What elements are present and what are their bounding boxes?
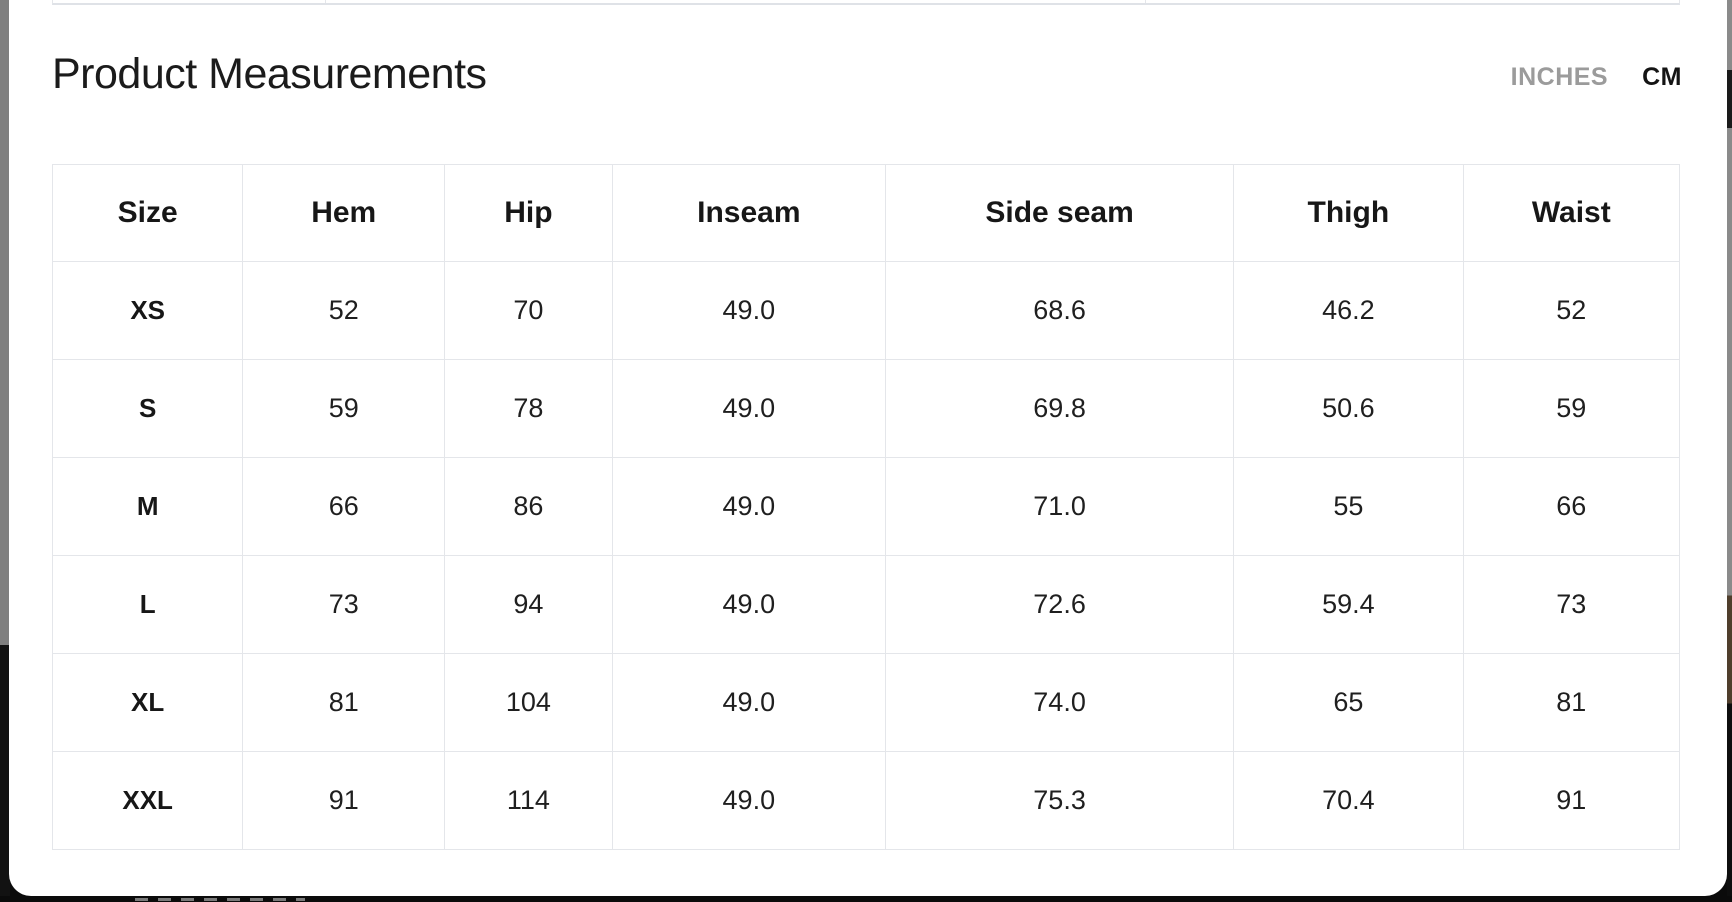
measurement-cell: 86 bbox=[444, 457, 613, 556]
measurement-cell: 59 bbox=[1462, 359, 1681, 458]
column-header-waist: Waist bbox=[1462, 164, 1681, 262]
table-row: XXL 91 114 49.0 75.3 70.4 91 bbox=[51, 751, 1681, 850]
page-title: Product Measurements bbox=[52, 50, 487, 98]
measurement-cell: 68.6 bbox=[884, 261, 1235, 360]
remnant-column-divider bbox=[325, 0, 326, 3]
unit-toggle: INCHES CM bbox=[1511, 63, 1682, 92]
measurement-cell: 52 bbox=[242, 261, 446, 360]
measurement-cell: 70 bbox=[444, 261, 613, 360]
measurement-cell: 65 bbox=[1233, 653, 1464, 752]
measurement-cell: 69.8 bbox=[884, 359, 1235, 458]
column-header-hem: Hem bbox=[242, 164, 446, 262]
measurement-cell: 73 bbox=[242, 555, 446, 654]
measurement-cell: 49.0 bbox=[611, 751, 886, 850]
underlying-page-right-edge bbox=[1727, 0, 1732, 902]
measurement-cell: 66 bbox=[1462, 457, 1681, 556]
measurement-cell: 70.4 bbox=[1233, 751, 1464, 850]
unit-inches-button[interactable]: INCHES bbox=[1510, 63, 1609, 91]
table-body: XS 52 70 49.0 68.6 46.2 52 S 59 78 49.0 69.8 50.6 59 M… bbox=[51, 261, 1681, 850]
size-cell: XL bbox=[51, 653, 244, 752]
cutoff-text-remnant bbox=[135, 898, 305, 901]
table-row: L 73 94 49.0 72.6 59.4 73 bbox=[51, 555, 1681, 654]
measurement-cell: 114 bbox=[444, 751, 613, 850]
column-header-hip: Hip bbox=[444, 164, 613, 262]
column-header-thigh: Thigh bbox=[1233, 164, 1464, 262]
measurement-cell: 52 bbox=[1462, 261, 1681, 360]
column-header-side-seam: Side seam bbox=[884, 164, 1235, 262]
table-row: XS 52 70 49.0 68.6 46.2 52 bbox=[51, 261, 1681, 360]
size-cell: XXL bbox=[51, 751, 244, 850]
measurement-cell: 81 bbox=[242, 653, 446, 752]
measurement-cell: 59 bbox=[242, 359, 446, 458]
measurement-cell: 49.0 bbox=[611, 555, 886, 654]
scrollbar-thumb[interactable] bbox=[1727, 70, 1732, 128]
size-cell: XS bbox=[51, 261, 244, 360]
measurement-cell: 104 bbox=[444, 653, 613, 752]
table-row: M 66 86 49.0 71.0 55 66 bbox=[51, 457, 1681, 556]
measurement-cell: 50.6 bbox=[1233, 359, 1464, 458]
measurement-cell: 73 bbox=[1462, 555, 1681, 654]
measurement-cell: 59.4 bbox=[1233, 555, 1464, 654]
table-row: XL 81 104 49.0 74.0 65 81 bbox=[51, 653, 1681, 752]
size-chart-modal: Product Measurements INCHES CM Size Hem Hi… bbox=[9, 0, 1727, 896]
underlying-page-left-edge bbox=[0, 0, 10, 902]
measurement-cell: 49.0 bbox=[611, 359, 886, 458]
measurement-cell: 71.0 bbox=[884, 457, 1235, 556]
measurement-cell: 46.2 bbox=[1233, 261, 1464, 360]
column-header-size: Size bbox=[51, 164, 244, 262]
underlying-page-bottom-edge bbox=[0, 896, 1732, 902]
measurement-cell: 91 bbox=[1462, 751, 1681, 850]
size-cell: L bbox=[51, 555, 244, 654]
measurement-cell: 91 bbox=[242, 751, 446, 850]
measurement-cell: 94 bbox=[444, 555, 613, 654]
size-cell: M bbox=[51, 457, 244, 556]
measurement-cell: 66 bbox=[242, 457, 446, 556]
table-row: S 59 78 49.0 69.8 50.6 59 bbox=[51, 359, 1681, 458]
measurement-cell: 74.0 bbox=[884, 653, 1235, 752]
remnant-column-divider bbox=[1145, 0, 1146, 3]
measurement-cell: 49.0 bbox=[611, 457, 886, 556]
measurement-cell: 78 bbox=[444, 359, 613, 458]
previous-table-remnant bbox=[52, 0, 1680, 5]
table-header-row: Size Hem Hip Inseam Side seam Thigh Waist bbox=[51, 164, 1681, 262]
size-cell: S bbox=[51, 359, 244, 458]
measurement-cell: 49.0 bbox=[611, 653, 886, 752]
measurement-cell: 75.3 bbox=[884, 751, 1235, 850]
measurements-table: Size Hem Hip Inseam Side seam Thigh Waist XS 52… bbox=[51, 164, 1681, 850]
measurement-cell: 55 bbox=[1233, 457, 1464, 556]
measurement-cell: 49.0 bbox=[611, 261, 886, 360]
unit-cm-button[interactable]: CM bbox=[1642, 63, 1682, 91]
measurement-cell: 72.6 bbox=[884, 555, 1235, 654]
measurement-cell: 81 bbox=[1462, 653, 1681, 752]
column-header-inseam: Inseam bbox=[611, 164, 886, 262]
